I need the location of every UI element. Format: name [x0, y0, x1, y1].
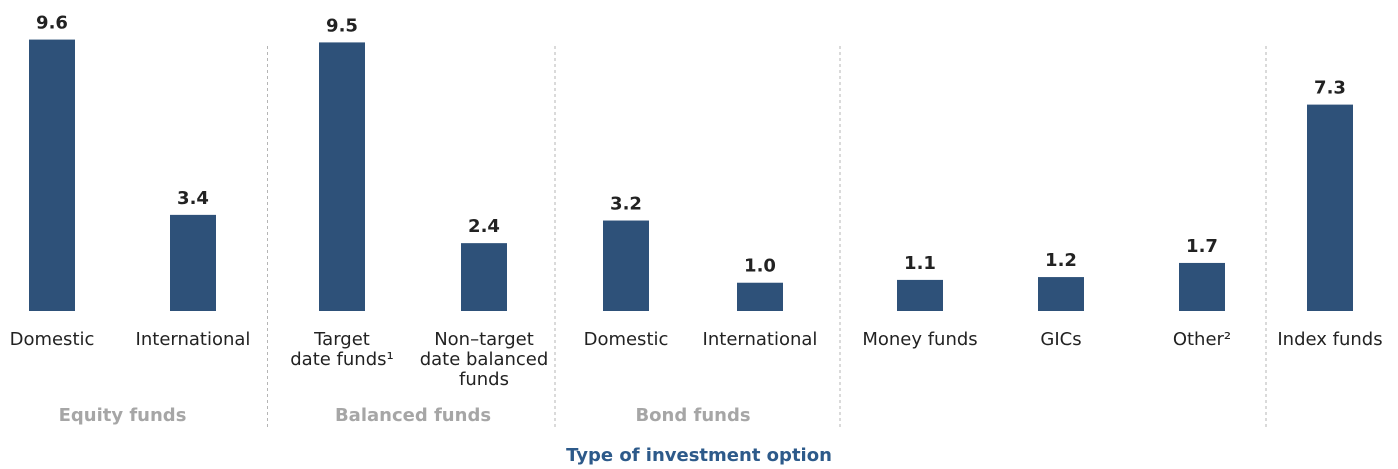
bar — [603, 220, 649, 311]
x-tick-label: Index funds — [1277, 329, 1382, 350]
bar — [1038, 277, 1084, 311]
bar — [29, 39, 75, 311]
x-tick-label: Non–target date balanced funds — [420, 329, 549, 390]
x-tick-label: GICs — [1040, 329, 1081, 350]
value-label: 2.4 — [468, 216, 500, 237]
value-label: 3.4 — [177, 188, 209, 209]
value-label: 1.2 — [1045, 250, 1077, 271]
bar — [897, 279, 943, 311]
value-label: 1.7 — [1186, 236, 1218, 257]
x-tick-label: Money funds — [862, 329, 977, 350]
x-tick-label: Domestic — [584, 329, 669, 350]
x-tick-label: Domestic — [10, 329, 95, 350]
group-label: Balanced funds — [335, 405, 491, 426]
bar — [319, 42, 365, 312]
value-label: 9.5 — [326, 15, 358, 36]
bar — [737, 282, 783, 311]
bar — [1307, 104, 1353, 311]
value-label: 3.2 — [610, 194, 642, 215]
group-label: Equity funds — [59, 405, 187, 426]
x-tick-label: Other² — [1173, 329, 1231, 350]
x-tick-label: International — [136, 329, 251, 350]
value-label: 7.3 — [1314, 78, 1346, 99]
bar — [1179, 262, 1225, 311]
bar — [170, 214, 216, 311]
value-label: 1.0 — [744, 256, 776, 277]
x-axis-title: Type of investment option — [566, 445, 832, 466]
x-tick-label: International — [703, 329, 818, 350]
value-label: 1.1 — [904, 253, 936, 274]
group-label: Bond funds — [635, 405, 750, 426]
x-tick-label: Target date funds¹ — [290, 329, 393, 370]
bar — [461, 243, 507, 311]
value-label: 9.6 — [36, 13, 68, 34]
